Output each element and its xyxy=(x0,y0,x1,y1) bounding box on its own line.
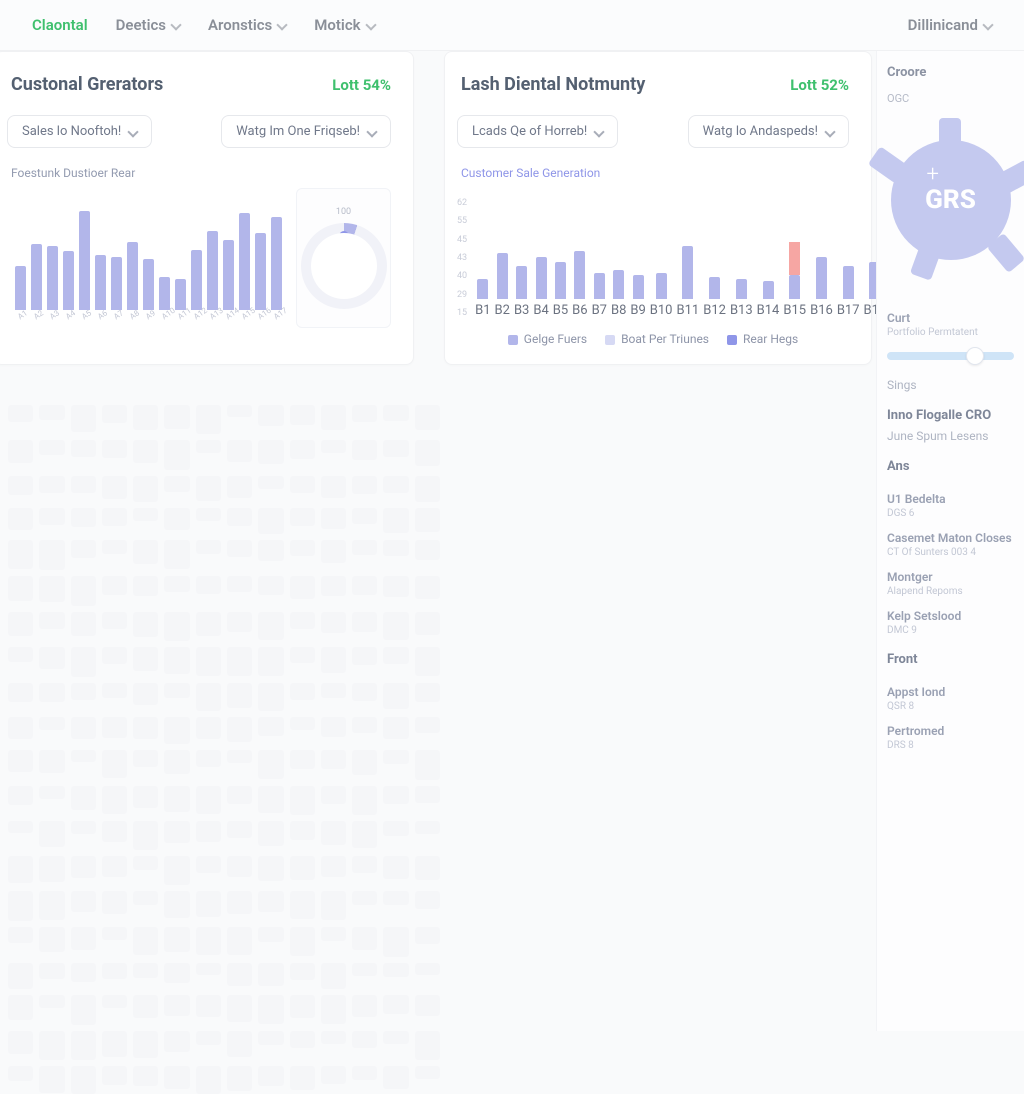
bar-segment xyxy=(789,242,800,275)
bar xyxy=(255,233,266,310)
gauge-label: 100 xyxy=(336,207,351,217)
bar-segment xyxy=(536,257,547,299)
chevron-down-icon xyxy=(982,19,993,30)
sidebar-item[interactable]: U1 BedeltaDGS 6 xyxy=(887,492,1014,519)
top-nav: Claontal Deetics Aronstics Motick Dillin… xyxy=(0,0,1024,51)
sidebar-section-title: Inno Flogalle CRO xyxy=(887,408,1014,423)
bar-chart-a: A1A2A3A4A5A6A7A8A9A10A11A12A13A14A15A16A… xyxy=(7,198,282,328)
chart-subtitle: Foestunk Dustioer Rear xyxy=(7,166,391,180)
bar xyxy=(271,217,282,311)
sidebar-item[interactable]: Kelp SetsloodDMC 9 xyxy=(887,609,1014,636)
bar xyxy=(175,279,186,310)
gauge-dial xyxy=(301,223,387,309)
nav-item-aronstics[interactable]: Aronstics xyxy=(194,8,300,42)
slider-thumb[interactable] xyxy=(966,347,984,365)
bar-segment xyxy=(574,251,585,299)
bar-segment xyxy=(736,279,747,299)
bar xyxy=(95,255,106,310)
chevron-down-icon xyxy=(366,126,377,137)
bar xyxy=(31,244,42,310)
bar xyxy=(47,246,58,310)
bar-segment xyxy=(682,246,693,299)
bar xyxy=(127,242,138,310)
bar-segment xyxy=(516,266,527,299)
bar-segment xyxy=(633,275,644,299)
legend: Gelge Fuers Boat Per Triunes Rear Hegs xyxy=(457,332,849,346)
sidebar-group-a: Ans xyxy=(887,459,1014,474)
bar-segment xyxy=(763,281,774,299)
bar-segment xyxy=(594,273,605,299)
sidebar-row-sub: Portfolio Permtatent xyxy=(887,327,1014,338)
bar-segment xyxy=(477,279,488,299)
badge-text: GRS xyxy=(925,185,976,215)
filter-watg2[interactable]: Watg lo Andaspeds! xyxy=(688,115,849,148)
sidebar-row-label: Curt xyxy=(887,311,1014,325)
faint-grid xyxy=(0,405,440,925)
chart-subtitle: Customer Sale Generation xyxy=(457,166,849,180)
nav-item-right[interactable]: Dillinicand xyxy=(894,8,1006,42)
slider[interactable] xyxy=(887,352,1014,360)
filter-sales[interactable]: Sales lo Nooftoh! xyxy=(7,115,152,148)
bar-segment xyxy=(789,275,800,299)
sidebar-item[interactable]: MontgerAlapend Repoms xyxy=(887,570,1014,597)
plus-icon: + xyxy=(927,162,939,187)
bar xyxy=(207,231,218,310)
filter-lcads[interactable]: Lcads Qe of Horreb! xyxy=(457,115,618,148)
card-stat: Lott 52% xyxy=(790,76,849,94)
card-title: Custonal Grerators xyxy=(11,74,163,95)
bar xyxy=(239,213,250,310)
card-title: Lash Diental Notmunty xyxy=(461,74,645,95)
card-custonal-grerators: Custonal Grerators Lott 54% Sales lo Noo… xyxy=(0,51,414,365)
sidebar-group-b: Front xyxy=(887,652,1014,667)
gauge-tip xyxy=(337,263,351,277)
card-stat: Lott 54% xyxy=(332,76,391,94)
right-sidebar: Croore OGC GRS + Curt Portfolio Permtate… xyxy=(876,51,1024,1031)
filter-watg[interactable]: Watg Im One Friqseb! xyxy=(221,115,391,148)
sidebar-sub1: OGC xyxy=(887,92,1014,105)
legend-item: Rear Hegs xyxy=(727,332,798,346)
y-axis-labels: 62554543402915 xyxy=(457,198,471,318)
bar xyxy=(63,251,74,310)
bar xyxy=(79,211,90,310)
gauge-needle xyxy=(339,231,349,277)
nav-item-motick[interactable]: Motick xyxy=(300,8,388,42)
chevron-down-icon xyxy=(824,126,835,137)
bar-segment xyxy=(555,262,566,299)
chevron-down-icon xyxy=(277,19,288,30)
chevron-down-icon xyxy=(594,126,605,137)
bar-segment xyxy=(816,257,827,299)
sidebar-header: Croore xyxy=(887,65,1014,80)
sidebar-item[interactable]: Casemet Maton ClosesCT Of Sunters 003 4 xyxy=(887,531,1014,558)
bar xyxy=(223,240,234,310)
main-area: Custonal Grerators Lott 54% Sales lo Noo… xyxy=(0,51,876,1031)
bar xyxy=(15,266,26,310)
bar-segment xyxy=(843,266,854,299)
bar xyxy=(111,257,122,310)
bar xyxy=(159,277,170,310)
sidebar-item[interactable]: Appst IondQSR 8 xyxy=(887,685,1014,712)
nav-item-claontal[interactable]: Claontal xyxy=(18,8,102,42)
bar xyxy=(191,250,202,311)
card-lash-diental: Lash Diental Notmunty Lott 52% Lcads Qe … xyxy=(444,51,872,365)
sidebar-row2: Sings xyxy=(887,378,1014,392)
bar-segment xyxy=(656,273,667,299)
bar-segment xyxy=(613,270,624,299)
bar-segment xyxy=(497,253,508,299)
chevron-down-icon xyxy=(170,19,181,30)
sidebar-item[interactable]: PertromedDRS 8 xyxy=(887,724,1014,751)
chevron-down-icon xyxy=(365,19,376,30)
bar-segment xyxy=(709,277,720,299)
chevron-down-icon xyxy=(128,126,139,137)
legend-item: Gelge Fuers xyxy=(508,332,587,346)
badge-visual: GRS + xyxy=(877,115,1024,285)
legend-item: Boat Per Triunes xyxy=(605,332,709,346)
sidebar-section-sub: June Spum Lesens xyxy=(887,429,1014,443)
gauge-card: 100 xyxy=(296,188,391,328)
badge-core: GRS + xyxy=(891,140,1011,260)
nav-item-deetics[interactable]: Deetics xyxy=(102,8,194,42)
bar xyxy=(143,259,154,310)
